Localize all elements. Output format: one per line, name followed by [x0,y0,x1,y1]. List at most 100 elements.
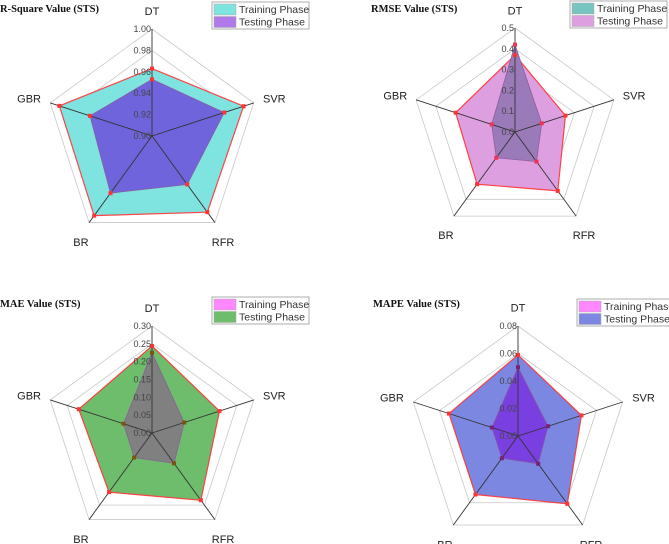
axis-spoke-gbr [50,399,153,434]
axis-label-br: BR [438,230,453,242]
data-point [473,492,478,497]
axis-spoke-br [452,435,519,526]
grid-ring [49,28,255,223]
tick-label: 0.10 [133,392,151,402]
grid-ring [49,325,255,520]
axis-label-br: BR [73,534,88,544]
legend-label: Testing Phase [239,17,305,29]
tick-label: 0.90 [133,131,151,141]
axis-label-gbr: GBR [380,393,404,405]
axis-spoke-gbr [413,401,519,437]
axis-spoke-rfr [514,131,577,217]
series-area-testing-phase [89,78,225,194]
axis-label-dt: DT [145,303,160,315]
axis-label-dt: DT [508,5,523,17]
legend-swatch [213,3,237,16]
tick-label: 0.08 [499,321,517,331]
data-point [489,122,494,127]
axis-label-gbr: GBR [17,391,41,403]
tick-label: 0.98 [133,45,151,55]
tick-label: 0.20 [133,357,151,367]
data-point [182,420,187,425]
data-point [107,490,112,495]
axis-spoke-rfr [151,432,216,520]
axis-label-svr: SVR [263,94,286,106]
axis-spoke-br [88,135,153,223]
data-point [565,501,570,506]
data-point [76,407,81,412]
axis-spoke-rfr [151,135,216,223]
data-point [150,343,154,348]
grid-ring [412,325,624,526]
data-point [513,42,517,47]
radar-chart-3: 0.00 0.05 0.10 0.15 0.20 0.25 0.30 DT SVR RFR BR GB… [0,296,310,544]
grid-ring [435,48,595,200]
axis-label-gbr: GBR [17,94,41,106]
axis-spoke-svr [151,102,254,137]
data-point [132,455,137,460]
axis-spoke-svr [151,399,254,434]
axis-label-rfr: RFR [212,237,235,249]
chart-title: R-Square Value (STS) [0,4,100,15]
data-point [516,365,520,370]
data-point [205,210,210,215]
series-area-training-phase [123,351,185,464]
data-point [499,456,504,461]
data-point [546,424,551,429]
legend-swatch [571,2,595,15]
chart-title: MAPE Value (STS) [373,299,460,310]
tick-label: 0.04 [499,376,517,386]
data-point [92,213,97,218]
legend-label: Training Phase [239,4,309,16]
legend-label: Training Phase [604,301,669,313]
legend-label: Testing Phase [239,312,305,324]
data-point [539,121,544,126]
data-point [150,350,154,355]
data-point [241,104,246,109]
grid-ring [66,343,238,506]
data-point [555,188,560,193]
tick-label: 0.0 [501,127,514,137]
axis-label-gbr: GBR [383,91,407,103]
legend-swatch [578,300,602,313]
data-point [563,113,568,118]
axis-label-svr: SVR [623,91,646,103]
data-point [150,66,154,71]
axis-label-br: BR [73,237,88,249]
tick-label: 0.15 [133,375,151,385]
tick-label: 0.25 [133,339,151,349]
tick-label: 0.3 [501,65,514,75]
tick-label: 0.05 [133,410,151,420]
axis-label-br: BR [437,540,452,544]
axis-label-dt: DT [145,6,160,18]
data-point [453,110,458,115]
tick-label: 1.00 [133,24,151,34]
data-point [475,182,480,187]
data-point [87,113,92,118]
data-point [494,155,499,160]
legend-label: Training Phase [597,3,667,15]
axis-spoke-gbr [50,102,153,137]
data-point [446,411,451,416]
tick-label: 0.4 [501,44,514,54]
tick-label: 0.96 [133,67,151,77]
data-point [516,352,520,357]
chart-title: MAE Value (STS) [0,299,81,310]
tick-label: 0.5 [501,23,514,33]
axis-spoke-gbr [415,99,516,133]
tick-label: 0.94 [133,88,151,98]
data-point [534,159,539,164]
legend-swatch [213,311,237,323]
data-point [185,182,190,187]
axis-label-dt: DT [511,303,526,315]
data-point [536,461,541,466]
data-point [57,103,62,108]
axis-label-rfr: RFR [580,540,603,544]
data-point [489,425,494,430]
data-point [172,461,177,466]
data-point [198,498,203,503]
